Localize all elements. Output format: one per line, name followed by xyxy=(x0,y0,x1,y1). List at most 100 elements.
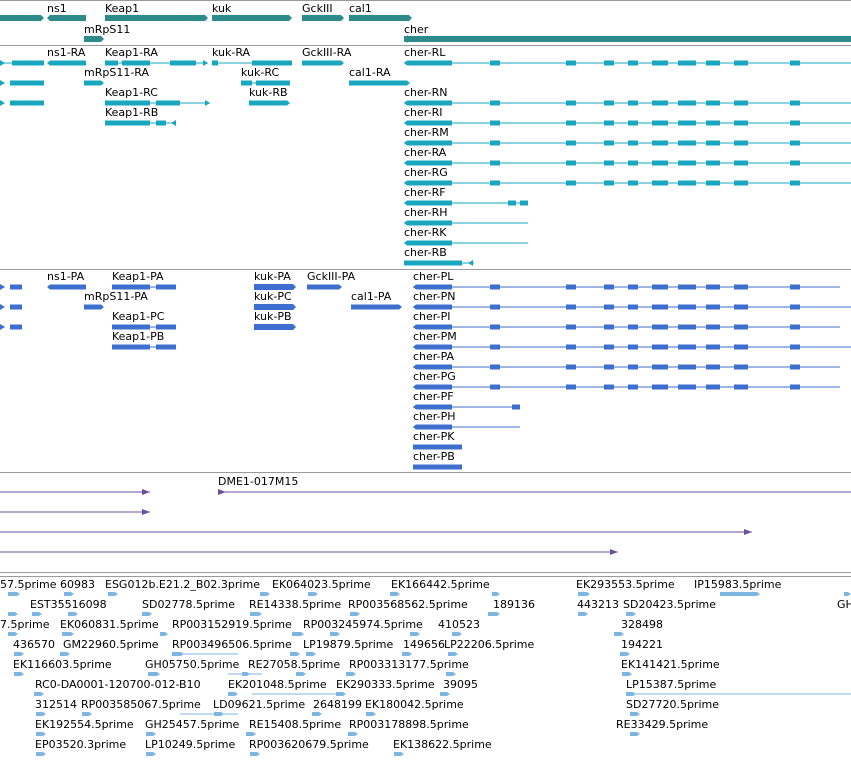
transcript-label[interactable]: cher-RH xyxy=(404,206,448,219)
protein-glyph[interactable] xyxy=(678,304,696,310)
protein-label[interactable]: mRpS11-PA xyxy=(84,290,148,303)
transcript-glyph[interactable] xyxy=(404,240,416,246)
gene-glyph[interactable] xyxy=(404,35,408,43)
transcript-label[interactable]: cher-RG xyxy=(404,166,448,179)
protein-glyph[interactable] xyxy=(307,284,342,290)
protein-glyph[interactable] xyxy=(413,304,424,310)
transcript-glyph[interactable] xyxy=(404,140,416,146)
protein-glyph[interactable] xyxy=(566,324,576,330)
transcript-glyph[interactable] xyxy=(490,140,500,146)
protein-glyph[interactable] xyxy=(156,324,176,330)
protein-glyph[interactable] xyxy=(566,284,576,290)
est-glyph[interactable] xyxy=(844,592,851,596)
protein-glyph[interactable] xyxy=(652,384,668,390)
protein-glyph[interactable] xyxy=(604,384,614,390)
protein-glyph[interactable] xyxy=(566,364,576,370)
est-glyph[interactable] xyxy=(36,712,46,716)
transcript-glyph[interactable] xyxy=(566,60,576,66)
est-label[interactable]: SD27720.5prime xyxy=(626,698,719,711)
est-glyph[interactable] xyxy=(630,732,640,736)
transcript-label[interactable]: cal1-RA xyxy=(349,66,391,79)
transcript-label[interactable]: cher-RB xyxy=(404,246,447,259)
est-label[interactable]: RC0-DA0001-120700-012-B10 xyxy=(35,678,201,691)
transcript-glyph[interactable] xyxy=(652,140,668,146)
gene-glyph[interactable] xyxy=(404,36,851,42)
transcript-label[interactable]: GckIII-RA xyxy=(302,46,352,59)
protein-label[interactable]: cher-PG xyxy=(413,370,456,383)
transcript-glyph[interactable] xyxy=(404,120,416,126)
est-glyph[interactable] xyxy=(64,592,74,596)
clone-glyph[interactable] xyxy=(610,549,618,555)
protein-glyph[interactable] xyxy=(566,344,576,350)
protein-glyph[interactable] xyxy=(678,284,696,290)
est-label[interactable]: SD02778.5prime xyxy=(142,598,235,611)
transcript-glyph[interactable] xyxy=(416,200,452,206)
transcript-glyph[interactable] xyxy=(734,140,748,146)
est-glyph[interactable] xyxy=(306,652,316,656)
est-glyph[interactable] xyxy=(228,692,238,696)
protein-label[interactable]: GckIII-PA xyxy=(307,270,356,283)
transcript-glyph[interactable] xyxy=(652,160,668,166)
est-label[interactable]: 39095 xyxy=(443,678,478,691)
clone-glyph[interactable] xyxy=(142,509,150,515)
transcript-label[interactable]: Keap1-RA xyxy=(105,46,158,59)
gene-glyph[interactable] xyxy=(212,15,292,21)
transcript-label[interactable]: cher-RL xyxy=(404,46,446,59)
protein-glyph[interactable] xyxy=(652,284,668,290)
transcript-glyph[interactable] xyxy=(212,60,218,66)
transcript-glyph[interactable] xyxy=(490,180,500,186)
est-label[interactable]: RP003585067.5prime xyxy=(81,698,201,711)
est-label[interactable]: EK060831.5prime xyxy=(60,618,159,631)
transcript-glyph[interactable] xyxy=(734,180,748,186)
est-glyph[interactable] xyxy=(290,652,300,656)
est-glyph[interactable] xyxy=(492,592,500,596)
protein-glyph[interactable] xyxy=(790,384,800,390)
protein-glyph[interactable] xyxy=(424,424,452,430)
est-label[interactable]: GM22960.5prime xyxy=(63,638,159,651)
est-glyph[interactable] xyxy=(292,632,304,636)
transcript-glyph[interactable] xyxy=(416,100,452,106)
protein-glyph[interactable] xyxy=(706,324,720,330)
transcript-glyph[interactable] xyxy=(0,100,5,106)
transcript-glyph[interactable] xyxy=(404,200,416,206)
transcript-glyph[interactable] xyxy=(416,60,452,66)
transcript-glyph[interactable] xyxy=(652,60,668,66)
est-glyph[interactable] xyxy=(410,632,420,636)
est-glyph[interactable] xyxy=(394,752,404,756)
transcript-glyph[interactable] xyxy=(10,100,44,106)
protein-label[interactable]: cher-PH xyxy=(413,410,456,423)
transcript-glyph[interactable] xyxy=(156,120,166,126)
est-glyph[interactable] xyxy=(488,612,500,616)
protein-glyph[interactable] xyxy=(734,304,748,310)
protein-glyph[interactable] xyxy=(790,344,800,350)
transcript-glyph[interactable] xyxy=(678,160,696,166)
transcript-label[interactable]: cher-RF xyxy=(404,186,446,199)
protein-label[interactable]: Keap1-PA xyxy=(112,270,164,283)
est-glyph[interactable] xyxy=(614,632,624,636)
protein-glyph[interactable] xyxy=(652,304,668,310)
transcript-glyph[interactable] xyxy=(416,220,452,226)
transcript-glyph[interactable] xyxy=(520,200,528,206)
est-glyph[interactable] xyxy=(142,612,152,616)
protein-glyph[interactable] xyxy=(652,344,668,350)
transcript-glyph[interactable] xyxy=(12,60,44,66)
gene-glyph[interactable] xyxy=(302,15,344,21)
transcript-glyph[interactable] xyxy=(490,120,500,126)
est-label[interactable]: EK201048.5prime xyxy=(228,678,327,691)
protein-glyph[interactable] xyxy=(604,324,614,330)
transcript-glyph[interactable] xyxy=(404,220,416,226)
est-label[interactable]: EK138622.5prime xyxy=(393,738,492,751)
protein-glyph[interactable] xyxy=(413,424,424,430)
transcript-glyph[interactable] xyxy=(678,120,696,126)
est-label[interactable]: 57.5prime xyxy=(0,578,57,591)
transcript-glyph[interactable] xyxy=(105,100,150,106)
est-label[interactable]: 312514 xyxy=(35,698,77,711)
est-label[interactable]: RP003568562.5prime xyxy=(348,598,468,611)
transcript-glyph[interactable] xyxy=(404,260,462,266)
est-label[interactable]: RP003313177.5prime xyxy=(349,658,469,671)
protein-glyph[interactable] xyxy=(413,324,424,330)
protein-glyph[interactable] xyxy=(156,344,176,350)
est-glyph[interactable] xyxy=(346,672,356,676)
transcript-glyph[interactable] xyxy=(205,100,210,106)
est-glyph[interactable] xyxy=(402,652,412,656)
